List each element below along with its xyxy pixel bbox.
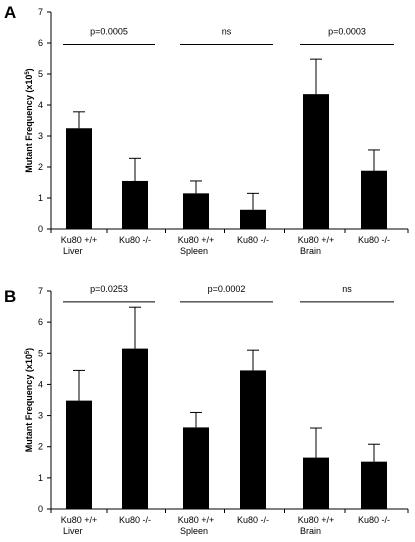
x-tick-label: Ku80 -/-: [237, 235, 269, 245]
bar: [361, 170, 387, 229]
significance-label: ns: [222, 27, 232, 37]
bar: [240, 209, 266, 229]
x-tick-label: Ku80 +/+: [61, 235, 98, 245]
y-tick-label: 6: [38, 317, 43, 327]
significance-label: p=0.0003: [328, 27, 366, 37]
chart-panel-a: A 0 1 2 3 4 5 6 7 Mutant Frequency (x105) Ku80 +/+…: [4, 3, 409, 256]
chart-panel-b: B 0 1 2 3 4 5 6 7 Mutant Frequency (x105) Ku80 +/+…: [4, 284, 409, 536]
significance-label: ns: [342, 284, 352, 294]
y-tick-label: 2: [38, 162, 43, 172]
x-tick-sublabel: Spleen: [180, 246, 208, 256]
y-tick-label: 7: [38, 7, 43, 17]
x-tick-sublabel: Brain: [300, 526, 321, 536]
x-tick-sublabel: Liver: [63, 526, 83, 536]
significance-label: p=0.0002: [208, 284, 246, 294]
bar: [122, 180, 148, 229]
x-tick-label: Ku80 -/-: [119, 515, 151, 525]
y-tick-label: 1: [38, 473, 43, 483]
y-tick-label: 1: [38, 193, 43, 203]
bar: [66, 128, 92, 229]
panel-label: B: [4, 287, 16, 306]
bar: [361, 461, 387, 509]
x-tick-sublabel: Liver: [63, 246, 83, 256]
bar: [183, 193, 209, 229]
panel-label: A: [4, 3, 16, 22]
x-tick-label: Ku80 -/-: [119, 235, 151, 245]
y-tick-label: 5: [38, 69, 43, 79]
significance-label: p=0.0005: [90, 27, 128, 37]
x-tick-label: Ku80 -/-: [358, 235, 390, 245]
bar: [303, 457, 329, 509]
x-tick-label: Ku80 +/+: [61, 515, 98, 525]
y-tick-label: 6: [38, 38, 43, 48]
y-tick-label: 5: [38, 348, 43, 358]
x-tick-label: Ku80 +/+: [298, 235, 335, 245]
x-tick-label: Ku80 -/-: [358, 515, 390, 525]
bar: [183, 427, 209, 509]
y-tick-label: 2: [38, 442, 43, 452]
y-tick-label: 4: [38, 379, 43, 389]
y-tick-label: 3: [38, 411, 43, 421]
y-axis-label: Mutant Frequency (x105): [24, 348, 34, 452]
bar: [303, 94, 329, 230]
y-tick-label: 0: [38, 504, 43, 514]
y-axis-label: Mutant Frequency (x105): [24, 68, 34, 172]
y-tick-label: 0: [38, 224, 43, 234]
significance-label: p=0.0253: [90, 284, 128, 294]
x-tick-label: Ku80 +/+: [178, 235, 215, 245]
x-tick-sublabel: Brain: [300, 246, 321, 256]
bar: [66, 400, 92, 509]
y-tick-label: 7: [38, 286, 43, 296]
x-tick-label: Ku80 -/-: [237, 515, 269, 525]
x-tick-label: Ku80 +/+: [298, 515, 335, 525]
bar: [240, 370, 266, 509]
x-tick-sublabel: Spleen: [180, 526, 208, 536]
y-tick-label: 4: [38, 100, 43, 110]
x-tick-label: Ku80 +/+: [178, 515, 215, 525]
bar: [122, 348, 148, 509]
y-tick-label: 3: [38, 131, 43, 141]
